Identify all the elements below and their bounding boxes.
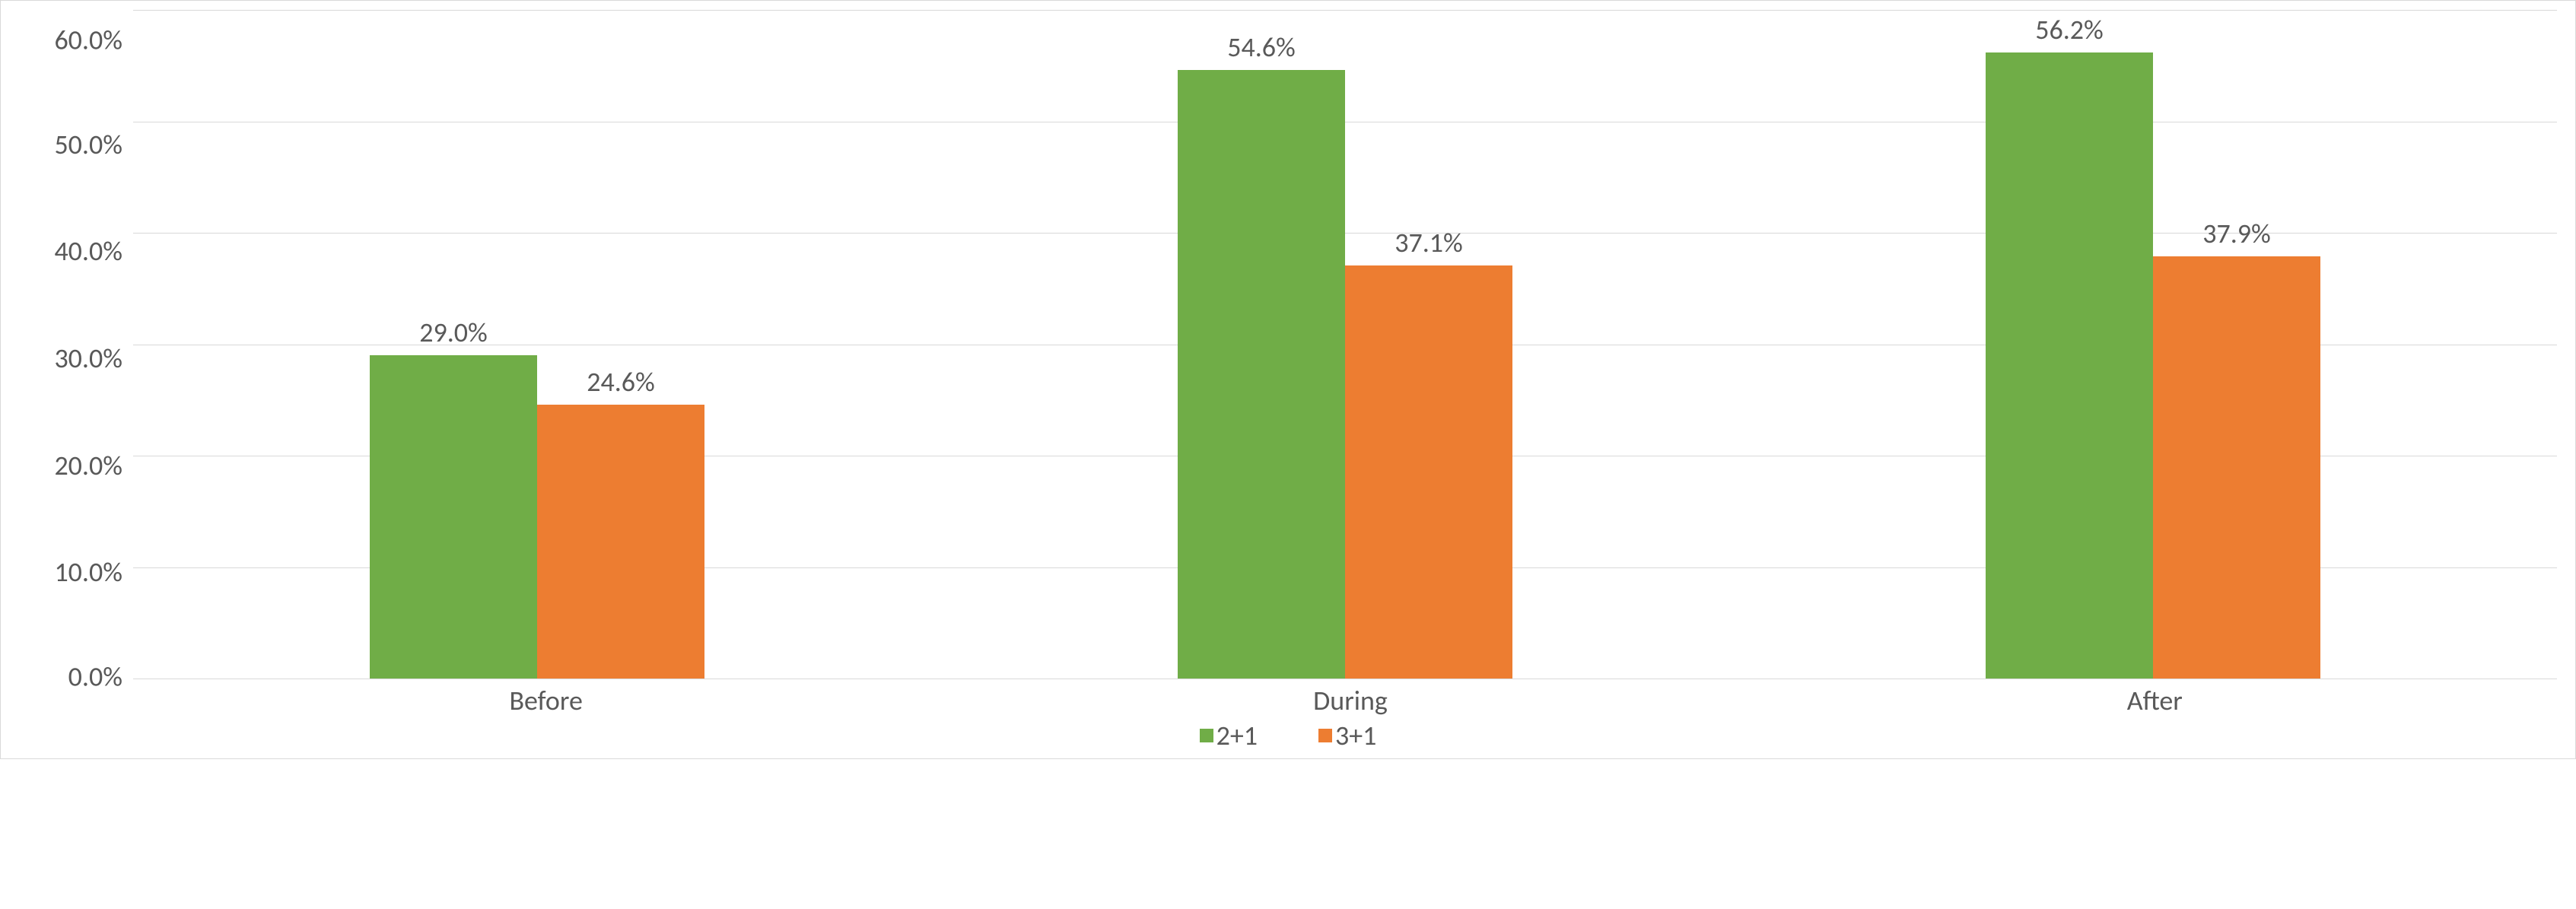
- legend-swatch: [1318, 729, 1332, 742]
- legend-item: 2+1: [1200, 719, 1258, 752]
- plot-wrapper: 60.0%50.0%40.0%30.0%20.0%10.0%0.0% 29.0%…: [19, 10, 2557, 679]
- y-tick-label: 0.0%: [68, 663, 122, 690]
- bar: [1178, 70, 1345, 679]
- bar-value-label: 37.9%: [2202, 217, 2271, 250]
- x-axis: BeforeDuringAfter: [19, 679, 2557, 717]
- y-tick-label: 30.0%: [54, 345, 122, 372]
- y-tick-label: 40.0%: [54, 237, 122, 265]
- bar-value-label: 54.6%: [1227, 30, 1296, 64]
- x-axis-label: Before: [144, 679, 948, 717]
- bar-groups: 29.0% 24.6% 54.6% 37.1% 56.2% 37.9%: [133, 10, 2557, 679]
- plot-area: 29.0% 24.6% 54.6% 37.1% 56.2% 37.9%: [133, 10, 2557, 679]
- legend-item: 3+1: [1318, 719, 1376, 752]
- bar-slot: 54.6%: [1178, 10, 1345, 679]
- y-tick-label: 60.0%: [54, 27, 122, 54]
- bar-value-label: 29.0%: [419, 316, 488, 349]
- bar-slot: 37.1%: [1345, 10, 1512, 679]
- bar-slot: 29.0%: [370, 10, 537, 679]
- bar-group: 56.2% 37.9%: [1749, 10, 2557, 679]
- bar-slot: 24.6%: [537, 10, 704, 679]
- y-axis: 60.0%50.0%40.0%30.0%20.0%10.0%0.0%: [19, 10, 133, 679]
- bar-value-label: 37.1%: [1395, 226, 1463, 259]
- bar: [537, 405, 704, 679]
- bar-slot: 56.2%: [1986, 10, 2153, 679]
- bar-group: 29.0% 24.6%: [133, 10, 941, 679]
- y-tick-label: 20.0%: [54, 452, 122, 479]
- legend-label: 2+1: [1216, 719, 1258, 752]
- bar-chart: 60.0% 50.0% 40.0% 30.0% 20.0% 10.0% 0.0% 29.0%…: [0, 0, 2576, 759]
- bar-value-label: 24.6%: [587, 365, 655, 399]
- bar: [1345, 265, 1512, 679]
- bar: [1986, 52, 2153, 679]
- legend-label: 3+1: [1335, 719, 1376, 752]
- legend-swatch: [1200, 729, 1213, 742]
- y-tick-label: 10.0%: [54, 558, 122, 586]
- bar: [2153, 256, 2320, 679]
- x-axis-label: After: [1753, 679, 2557, 717]
- bar-slot: 37.9%: [2153, 10, 2320, 679]
- x-axis-labels: BeforeDuringAfter: [144, 679, 2557, 717]
- bar-group: 54.6% 37.1%: [941, 10, 1749, 679]
- bar: [370, 355, 537, 679]
- x-axis-label: During: [948, 679, 1752, 717]
- y-tick-label: 50.0%: [54, 131, 122, 158]
- bar-value-label: 56.2%: [2035, 13, 2104, 46]
- legend: 2+1 3+1: [19, 717, 2557, 752]
